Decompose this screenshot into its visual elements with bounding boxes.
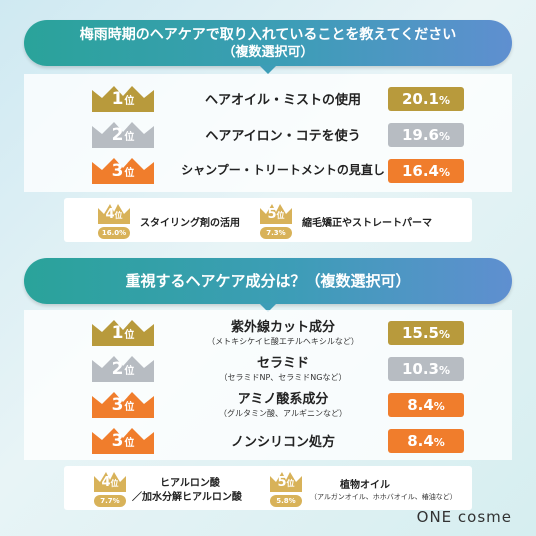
chart2-rank-4: 4位 <box>101 475 119 490</box>
chart1-rank-5: 5位 <box>267 207 285 222</box>
chart1-label-5: 縮毛矯正やストレートパーマ <box>302 218 432 229</box>
crown-gold-icon: 1位 <box>92 86 154 112</box>
crown-silver-icon: 2位 <box>92 356 154 382</box>
chart2-title: 重視するヘアケア成分は？（複数選択可） <box>125 272 411 290</box>
chart1-value-5: 7.3% <box>260 227 292 239</box>
crown-5-icon <box>270 472 302 492</box>
chart1-rank-4: 4位 <box>105 207 123 222</box>
chart1-title: 梅雨時期のヘアケアで取り入れていることを教えてください <box>79 26 457 43</box>
chart2-value-1: 15.5% <box>388 321 464 345</box>
chart2-value-3: 8.4% <box>388 393 464 417</box>
chart2-row-1: 1位 紫外線カット成分 （メトキシケイヒ酸エチルヘキシルなど） 15.5% <box>24 314 512 350</box>
brand-logo: ONE cosme <box>416 508 512 526</box>
chart1-row-1: 1位 ヘアオイル・ミストの使用 20.1% <box>24 80 512 116</box>
chart1-label-1: ヘアオイル・ミストの使用 <box>204 93 361 108</box>
crown-5-icon <box>260 204 292 224</box>
crown-silver-icon: 2位 <box>92 122 154 148</box>
chart2-value-2: 10.3% <box>388 357 464 381</box>
crown-bronze-icon: 3位 <box>92 392 154 418</box>
crown-4-icon <box>98 204 130 224</box>
chart2-label-6: 植物オイル <box>340 480 390 491</box>
chart2-sublabel-3: （グルタミン酸、アルギニンなど） <box>219 409 347 418</box>
chart2-label-1: 紫外線カット成分 <box>230 320 335 335</box>
chart2-label-3: アミノ酸系成分 <box>237 392 329 407</box>
crown-bronze-icon: 3位 <box>92 158 154 184</box>
chart2-row-4: 3位 ノンシリコン処方 8.4% <box>24 422 512 458</box>
crown-4-icon <box>94 472 126 492</box>
chart1-label-3: シャンプー・トリートメントの見直し <box>181 163 385 177</box>
crown-gold-icon: 1位 <box>92 320 154 346</box>
chart1-title-banner: 梅雨時期のヘアケアで取り入れていることを教えてください （複数選択可） <box>24 20 512 74</box>
chart2-rank-5: 5位 <box>277 475 295 490</box>
chart2-label-4: ノンシリコン処方 <box>230 435 335 450</box>
chart1-panel: 1位 ヘアオイル・ミストの使用 20.1% 2位 ヘアアイロン・コテを使う 19… <box>24 74 512 192</box>
crown-bronze-icon: 3位 <box>92 428 154 454</box>
chart1-row-3: 3位 シャンプー・トリートメントの見直し 16.4% <box>24 152 512 188</box>
chart1-minor-box: 4位 16.0% スタイリング剤の活用 5位 7.3% 縮毛矯正やストレートパー… <box>64 198 472 242</box>
chart1-label-4: スタイリング剤の活用 <box>140 218 240 229</box>
chart1-value-3: 16.4% <box>388 159 464 183</box>
chart2-title-banner: 重視するヘアケア成分は？（複数選択可） <box>24 258 512 312</box>
chart2-minor-box: 4位 7.7% ヒアルロン酸 ／加水分解ヒアルロン酸 5位 5.8% 植物オイル… <box>64 466 472 510</box>
chart2-sublabel-1: （メトキシケイヒ酸エチルヘキシルなど） <box>207 337 359 346</box>
chart2-label-2: セラミド <box>256 356 309 371</box>
chart1-value-2: 19.6% <box>388 123 464 147</box>
chart2-label-5: ヒアルロン酸 <box>160 478 220 489</box>
chart2-sublabel-6: （アルガンオイル、ホホバオイル、椿油など） <box>310 493 457 501</box>
chart1-row-2: 2位 ヘアアイロン・コテを使う 19.6% <box>24 116 512 152</box>
chart1-label-2: ヘアアイロン・コテを使う <box>205 129 361 144</box>
chart1-value-1: 20.1% <box>388 87 464 111</box>
chart2-row-3: 3位 アミノ酸系成分 （グルタミン酸、アルギニンなど） 8.4% <box>24 386 512 422</box>
chart1-value-4: 16.0% <box>98 227 130 239</box>
chart2-sublabel-2: （セラミドNP、セラミドNGなど） <box>219 373 347 382</box>
chart2-row-2: 2位 セラミド （セラミドNP、セラミドNGなど） 10.3% <box>24 350 512 386</box>
chart2-label-5b: ／加水分解ヒアルロン酸 <box>132 492 242 503</box>
chart2-value-5: 7.7% <box>94 495 126 507</box>
chart2-value-4: 8.4% <box>388 429 464 453</box>
chart2-panel: 1位 紫外線カット成分 （メトキシケイヒ酸エチルヘキシルなど） 15.5% 2位… <box>24 310 512 460</box>
chart2-value-6: 5.8% <box>270 495 302 507</box>
chart1-subtitle: （複数選択可） <box>222 44 314 60</box>
